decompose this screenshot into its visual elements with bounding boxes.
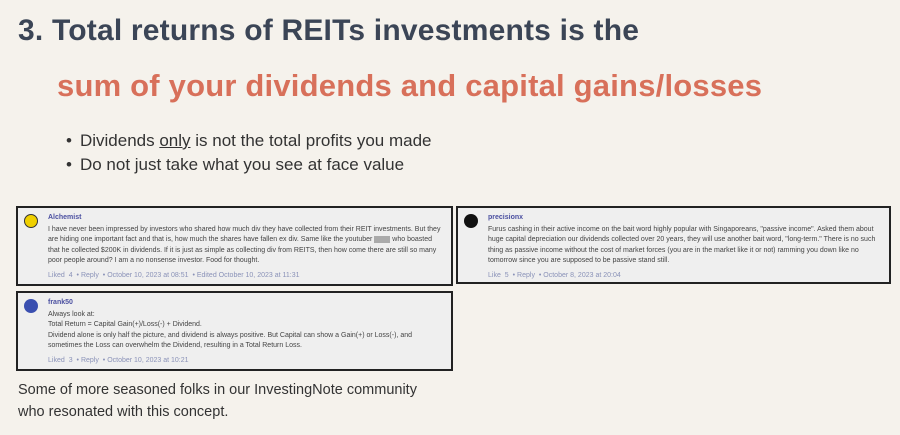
comment-text: Furus cashing in their active income on … xyxy=(488,225,876,265)
avatar xyxy=(24,214,38,228)
footer-line: Some of more seasoned folks in our Inves… xyxy=(18,382,417,398)
slide-title: 3. Total returns of REITs investments is… xyxy=(18,14,640,47)
comment-card-precisionx: precisionx Furus cashing in their active… xyxy=(456,206,891,284)
comment-line: Total Return = Capital Gain(+)/Loss(-) +… xyxy=(48,321,202,328)
comment-line: Always look at: xyxy=(48,310,95,318)
comment-date: October 8, 2023 at 20:04 xyxy=(543,271,621,279)
reply-button[interactable]: Reply xyxy=(80,356,99,364)
comment-meta: Like 5 • Reply • October 8, 2023 at 20:0… xyxy=(488,271,621,279)
footer-line: who resonated with this concept. xyxy=(18,404,229,420)
reply-button[interactable]: Reply xyxy=(517,271,535,279)
footer-caption: Some of more seasoned folks in our Inves… xyxy=(18,379,417,423)
comment-text-part: who boasted that he collected $200K in d… xyxy=(48,236,437,264)
like-button[interactable]: Liked xyxy=(48,271,65,279)
comment-meta: Liked 3 • Reply • October 10, 2023 at 10… xyxy=(48,356,189,364)
redacted-name xyxy=(374,235,391,243)
comment-card-frank50: frank50 Always look at: Total Return = C… xyxy=(16,291,453,371)
comment-username[interactable]: frank50 xyxy=(48,299,73,306)
like-button[interactable]: Like xyxy=(488,271,501,279)
reply-button[interactable]: Reply xyxy=(80,271,99,279)
comment-date: October 10, 2023 at 08:51 xyxy=(107,271,189,279)
comment-text-part: I have never been impressed by investors… xyxy=(48,225,441,244)
comment-date: October 10, 2023 at 10:21 xyxy=(107,356,189,364)
avatar xyxy=(24,299,38,313)
like-count: 3 xyxy=(68,356,73,364)
bullet-item: Dividends only is not the total profits … xyxy=(66,131,432,155)
comment-card-alchemist: Alchemist I have never been impressed by… xyxy=(16,206,453,286)
bullet-text: Dividends xyxy=(79,131,160,150)
bullet-text: is not the total profits you made xyxy=(190,131,432,150)
like-count: 5 xyxy=(504,271,509,279)
comment-username[interactable]: Alchemist xyxy=(48,214,82,221)
like-count: 4 xyxy=(68,271,73,279)
comment-line: Dividend alone is only half the picture,… xyxy=(48,331,412,350)
comment-text: I have never been impressed by investors… xyxy=(48,225,445,267)
comment-edited: Edited October 10, 2023 at 11:31 xyxy=(196,271,300,279)
bullet-item: Do not just take what you see at face va… xyxy=(66,155,431,179)
like-button[interactable]: Liked xyxy=(48,356,65,364)
bullet-list: Dividends only is not the total profits … xyxy=(66,131,432,179)
bullet-emphasis: only xyxy=(159,131,191,150)
comment-meta: Liked 4 • Reply • October 10, 2023 at 08… xyxy=(48,271,300,279)
avatar xyxy=(464,214,478,228)
slide-subtitle: sum of your dividends and capital gains/… xyxy=(57,68,763,103)
comment-username[interactable]: precisionx xyxy=(488,214,524,221)
